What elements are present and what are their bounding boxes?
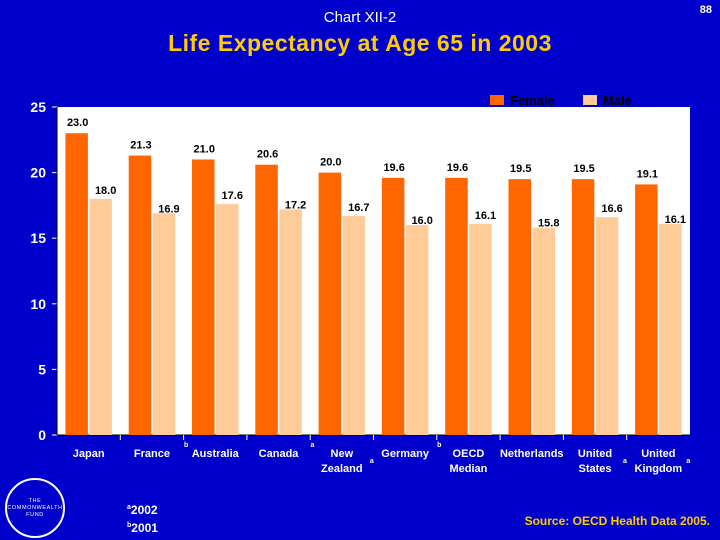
x-tick-label: Japan bbox=[73, 448, 105, 460]
legend-swatch-female bbox=[490, 95, 504, 105]
bar-male bbox=[216, 204, 239, 435]
footnote-marker: b bbox=[184, 442, 188, 449]
x-tick-label: Zealand bbox=[321, 463, 363, 475]
footnote-a-mark: a bbox=[127, 504, 131, 511]
data-label-male: 16.1 bbox=[475, 210, 496, 222]
x-tick-label: Canada bbox=[259, 448, 300, 460]
commonwealth-fund-logo: THE COMMONWEALTH FUND bbox=[5, 478, 65, 538]
data-label-male: 16.0 bbox=[411, 215, 432, 227]
data-label-male: 16.1 bbox=[665, 214, 686, 226]
legend-label-male: Male bbox=[603, 93, 632, 108]
bar-male bbox=[279, 209, 302, 435]
data-label-female: 21.0 bbox=[194, 143, 215, 155]
y-tick-label: 15 bbox=[30, 230, 46, 246]
data-label-female: 19.5 bbox=[573, 163, 594, 175]
bar-female bbox=[128, 155, 152, 435]
bar-female bbox=[255, 164, 278, 435]
data-label-female: 19.6 bbox=[447, 162, 468, 174]
footnote-b-text: 2001 bbox=[131, 521, 158, 535]
bar-female bbox=[571, 179, 595, 435]
y-tick-label: 25 bbox=[30, 99, 46, 115]
bar-female bbox=[445, 177, 468, 435]
chart-number-label: Chart XII-2 bbox=[323, 9, 397, 26]
x-tick-label: Kingdom bbox=[635, 463, 683, 475]
logo-text: THE COMMONWEALTH FUND bbox=[7, 497, 63, 518]
bar-male bbox=[152, 213, 176, 435]
bar-male bbox=[595, 217, 619, 435]
plot-area bbox=[57, 107, 690, 435]
bar-female bbox=[318, 172, 342, 435]
data-label-female: 20.6 bbox=[257, 149, 278, 161]
data-label-male: 16.6 bbox=[601, 203, 622, 215]
footnote-b-mark: b bbox=[127, 522, 132, 529]
x-tick-label: United bbox=[578, 448, 612, 460]
footnote-a-text: 2002 bbox=[130, 503, 158, 517]
footnotes: a2002 b2001 bbox=[127, 500, 158, 536]
footnote-b: b2001 bbox=[127, 518, 158, 536]
x-tick-label: Germany bbox=[381, 448, 430, 460]
footnote-a: a2002 bbox=[127, 500, 158, 518]
x-tick-label: Median bbox=[449, 463, 487, 475]
footnote-marker: a bbox=[686, 458, 690, 465]
chart-title: Life Expectancy at Age 65 in 2003 bbox=[168, 30, 552, 56]
bar-female bbox=[65, 133, 88, 436]
footnote-marker: a bbox=[370, 458, 374, 465]
x-tick-label: Australia bbox=[192, 448, 240, 460]
data-label-male: 18.0 bbox=[95, 185, 116, 197]
bar-female bbox=[192, 159, 215, 436]
data-label-male: 17.2 bbox=[285, 199, 306, 211]
bar-male bbox=[469, 223, 492, 435]
data-label-female: 19.1 bbox=[637, 168, 658, 180]
y-tick-label: 0 bbox=[38, 427, 46, 443]
data-label-male: 16.7 bbox=[348, 202, 369, 214]
data-label-female: 20.0 bbox=[320, 157, 341, 169]
data-label-male: 17.6 bbox=[222, 190, 243, 202]
source-note: Source: OECD Health Data 2005. bbox=[524, 514, 710, 528]
footnote-marker: a bbox=[311, 442, 315, 449]
bar-male bbox=[405, 225, 429, 435]
bar-male bbox=[89, 198, 112, 435]
data-label-male: 16.9 bbox=[158, 203, 179, 215]
page-number: 88 bbox=[699, 4, 712, 16]
bar-female bbox=[635, 184, 658, 435]
x-tick-label: Netherlands bbox=[500, 448, 564, 460]
bar-female bbox=[381, 177, 405, 435]
footnote-marker: b bbox=[437, 442, 441, 449]
data-label-female: 23.0 bbox=[67, 117, 88, 129]
x-tick-label: States bbox=[579, 463, 612, 475]
data-label-female: 19.5 bbox=[510, 163, 531, 175]
y-tick-label: 5 bbox=[38, 361, 46, 377]
bar-male bbox=[532, 227, 555, 435]
bar-male bbox=[659, 223, 682, 435]
x-tick-label: New bbox=[331, 448, 354, 460]
bar-female bbox=[508, 179, 531, 435]
footnote-marker: a bbox=[623, 458, 627, 465]
x-tick-label: France bbox=[134, 448, 170, 460]
x-tick-label: United bbox=[641, 448, 675, 460]
legend-label-female: Female bbox=[510, 93, 555, 108]
bar-male bbox=[342, 215, 366, 435]
data-label-female: 21.3 bbox=[130, 140, 151, 152]
x-tick-label: OECD bbox=[453, 448, 485, 460]
legend-swatch-male bbox=[583, 95, 597, 105]
data-label-female: 19.6 bbox=[383, 162, 404, 174]
y-tick-label: 20 bbox=[30, 165, 46, 181]
data-label-male: 15.8 bbox=[538, 218, 559, 230]
y-tick-label: 10 bbox=[30, 296, 46, 312]
